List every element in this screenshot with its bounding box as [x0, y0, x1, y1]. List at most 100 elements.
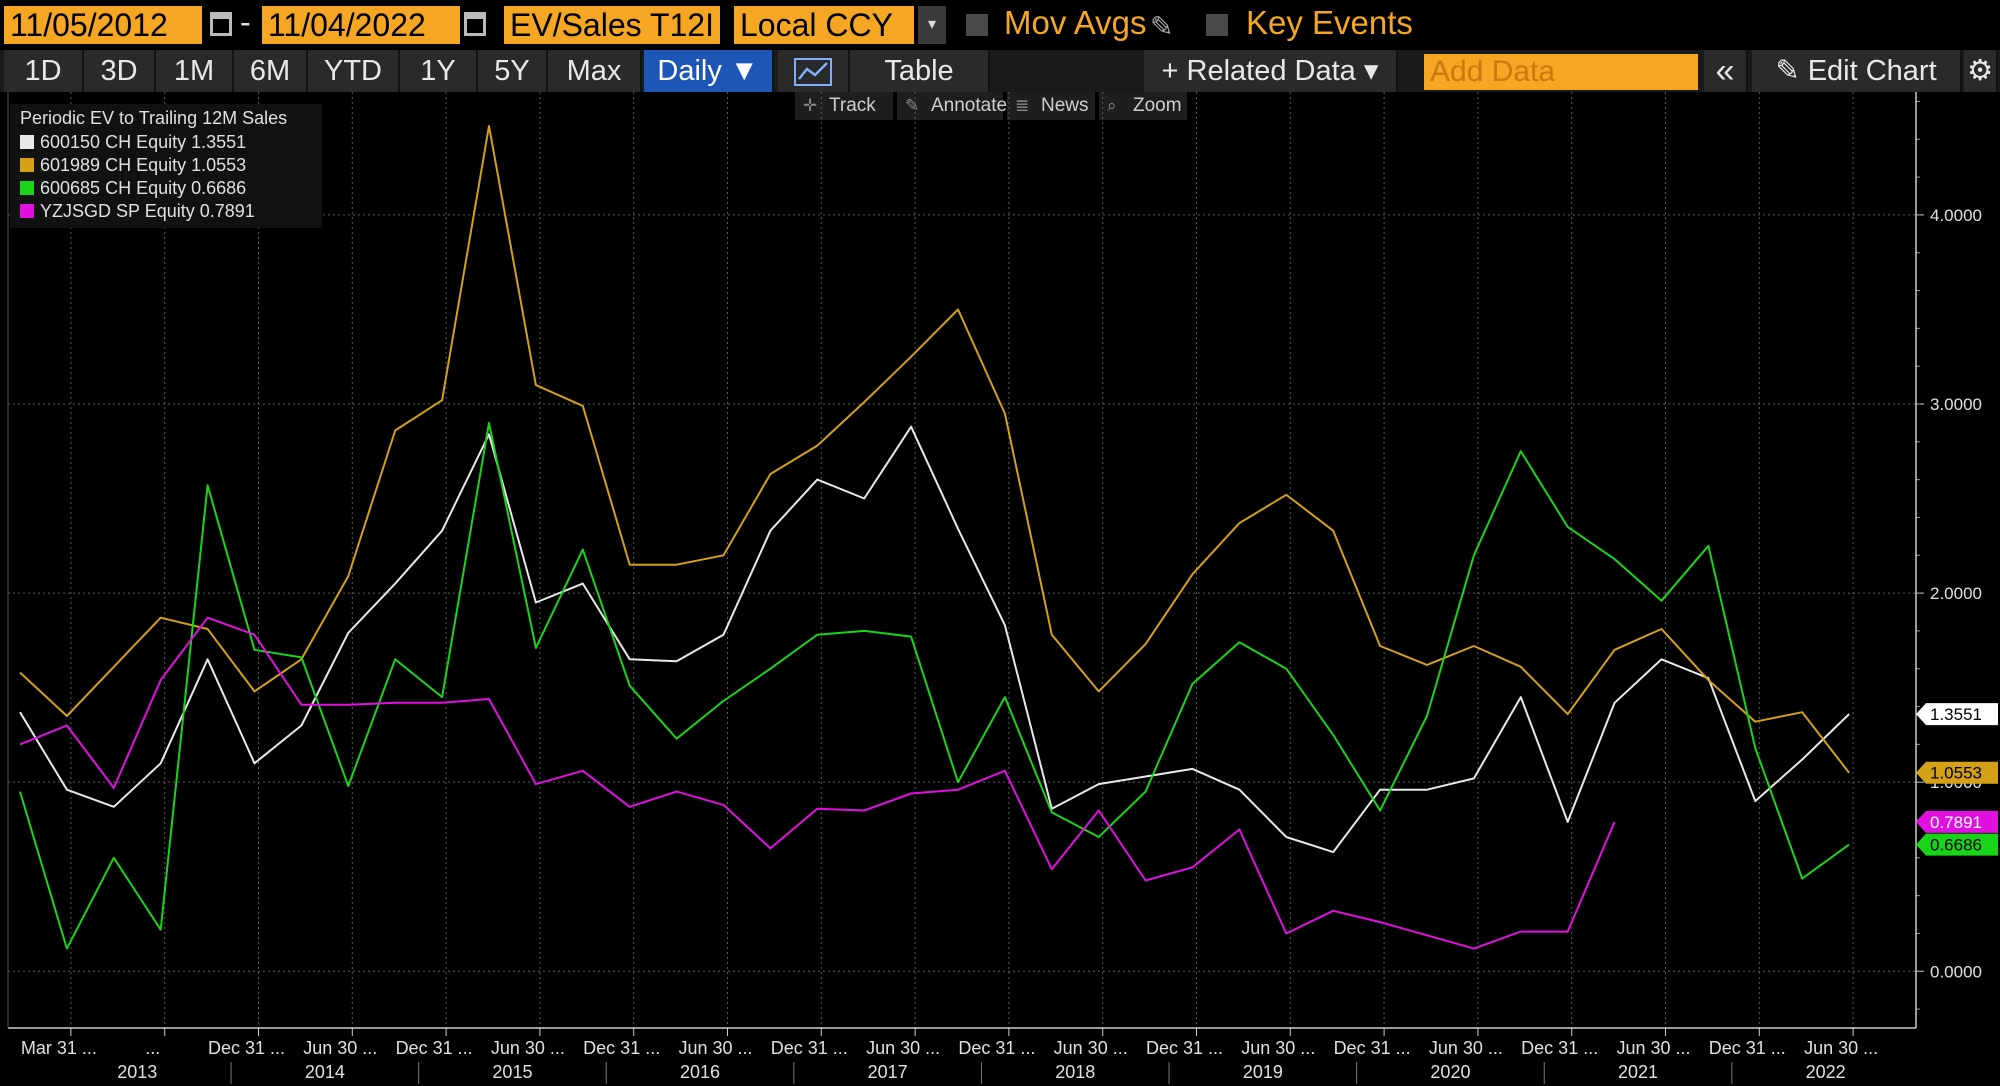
magnifier-icon: ⌕	[1107, 96, 1117, 115]
legend-name: 601989 CH Equity	[40, 155, 187, 175]
y-tick-label: 4.0000	[1930, 206, 1982, 225]
line-chart-icon[interactable]	[778, 50, 850, 92]
x-tick-label: Jun 30 ...	[678, 1038, 752, 1058]
x-tick-label: Jun 30 ...	[1616, 1038, 1690, 1058]
legend-swatch	[20, 181, 34, 195]
tag-label: 1.3551	[1930, 705, 1982, 724]
x-tick-label: ...	[145, 1038, 160, 1058]
currency-selector[interactable]: Local CCY	[734, 6, 914, 44]
legend-swatch	[20, 158, 34, 172]
edit-chart-button[interactable]: ✎ Edit Chart	[1752, 50, 1962, 92]
x-axis: Mar 31 ...... Dec 31 ... Jun 30 ... Dec 31 …	[7, 92, 1916, 1084]
x-tick-label: Jun 30 ...	[1804, 1038, 1878, 1058]
mov-avgs-checkbox[interactable]	[966, 14, 988, 36]
tag-shape	[1916, 761, 1998, 784]
period-1m-button[interactable]: 1M	[156, 50, 234, 92]
track-tool[interactable]: ✛ Track	[795, 92, 893, 120]
x-tick-label: Dec 31 ...	[958, 1038, 1035, 1058]
start-date-field[interactable]: 11/05/2012	[4, 6, 202, 44]
y-tick-label: 0.0000	[1930, 962, 1982, 981]
legend-entry-600685[interactable]: 600685 CH Equity 0.6686	[20, 178, 246, 200]
x-tick-label: Dec 31 ...	[208, 1038, 285, 1058]
x-tick-label: Dec 31 ...	[583, 1038, 660, 1058]
last-value-tag-3: 0.7891	[1916, 810, 1998, 833]
x-year-label: 2019	[1243, 1062, 1283, 1082]
table-button[interactable]: Table	[850, 50, 990, 92]
track-label: Track	[829, 95, 876, 116]
x-year-label: 2018	[1055, 1062, 1095, 1082]
frequency-dropdown[interactable]: Daily ▼	[644, 50, 774, 92]
x-tick-label: Jun 30 ...	[1241, 1038, 1315, 1058]
legend-name: 600685 CH Equity	[40, 178, 187, 198]
series-lines	[19, 125, 1850, 950]
legend-value: 1.0553	[191, 155, 247, 175]
legend-swatch	[20, 135, 34, 149]
x-tick-label: Dec 31 ...	[396, 1038, 473, 1058]
legend-name: 600150 CH Equity	[40, 132, 187, 152]
legend-value: 1.3551	[191, 132, 247, 152]
y-tick-label: 3.0000	[1930, 395, 1982, 414]
last-value-tag-1: 1.0553	[1916, 761, 1998, 784]
legend-entry-601989[interactable]: 601989 CH Equity 1.0553	[20, 155, 246, 177]
tag-shape	[1916, 703, 1998, 726]
chart-legend: Periodic EV to Trailing 12M Sales 600150…	[10, 104, 322, 228]
series-line-2	[19, 421, 1850, 950]
period-3d-button[interactable]: 3D	[84, 50, 156, 92]
x-year-label: 2021	[1618, 1062, 1658, 1082]
x-tick-label: Mar 31 ...	[21, 1038, 97, 1058]
end-date-field[interactable]: 11/04/2022	[262, 6, 460, 44]
last-value-tag-0: 1.3551	[1916, 703, 1998, 726]
currency-dropdown-icon[interactable]: ▾	[918, 6, 946, 44]
legend-swatch	[20, 204, 34, 218]
legend-value: 0.7891	[199, 201, 255, 221]
series-line-0	[19, 425, 1850, 854]
grid-lines	[8, 92, 1916, 1028]
period-6m-button[interactable]: 6M	[234, 50, 308, 92]
annotate-label: Annotate	[931, 95, 1008, 116]
period-toolbar: 1D 3D 1M 6M YTD 1Y 5Y Max Daily ▼ Table …	[0, 50, 2000, 92]
tag-label: 1.0553	[1930, 764, 1982, 783]
field-selector[interactable]: EV/Sales T12I	[504, 6, 720, 44]
period-ytd-button[interactable]: YTD	[308, 50, 400, 92]
x-tick-label: Jun 30 ...	[1429, 1038, 1503, 1058]
zoom-tool[interactable]: ⌕ Zoom	[1099, 92, 1187, 120]
period-5y-button[interactable]: 5Y	[478, 50, 548, 92]
top-toolbar: 11/05/2012 - 11/04/2022 EV/Sales T12I Lo…	[0, 0, 2000, 50]
related-data-button[interactable]: + Related Data ▾	[1144, 50, 1398, 92]
crosshair-icon: ✛	[803, 96, 818, 115]
y-tick-label: 2.0000	[1930, 584, 1982, 603]
tag-label: 0.7891	[1930, 813, 1982, 832]
tag-shape	[1916, 810, 1998, 833]
key-events-label[interactable]: Key Events	[1246, 4, 1413, 41]
collapse-icon[interactable]: «	[1704, 50, 1748, 92]
add-data-input[interactable]: Add Data	[1424, 54, 1698, 90]
period-max-button[interactable]: Max	[548, 50, 642, 92]
end-calendar-icon[interactable]	[464, 12, 486, 36]
zoom-label: Zoom	[1133, 95, 1182, 116]
news-tool[interactable]: ≣ News	[1007, 92, 1095, 120]
key-events-checkbox[interactable]	[1206, 14, 1228, 36]
x-year-label: 2020	[1430, 1062, 1470, 1082]
tag-label: 0.6686	[1930, 836, 1982, 855]
x-tick-label: Jun 30 ...	[303, 1038, 377, 1058]
x-year-label: 2014	[305, 1062, 345, 1082]
x-year-label: 2017	[868, 1062, 908, 1082]
legend-entry-yzjsgd[interactable]: YZJSGD SP Equity 0.7891	[20, 201, 255, 223]
legend-title: Periodic EV to Trailing 12M Sales	[20, 108, 288, 128]
settings-gear-icon[interactable]: ⚙	[1964, 50, 1998, 92]
period-1y-button[interactable]: 1Y	[400, 50, 478, 92]
x-tick-label: Jun 30 ...	[491, 1038, 565, 1058]
mov-avgs-label[interactable]: Mov Avgs	[1004, 4, 1147, 41]
news-icon: ≣	[1015, 96, 1030, 115]
legend-name: YZJSGD SP Equity	[40, 201, 195, 221]
legend-entry-600150[interactable]: 600150 CH Equity 1.3551	[20, 132, 246, 154]
x-tick-label: Jun 30 ...	[1054, 1038, 1128, 1058]
start-calendar-icon[interactable]	[210, 12, 232, 36]
series-line-1	[19, 125, 1850, 774]
pencil-icon[interactable]: ✎	[1150, 11, 1174, 42]
date-range-dash: -	[240, 4, 251, 40]
x-tick-label: Dec 31 ...	[1334, 1038, 1411, 1058]
period-1d-button[interactable]: 1D	[4, 50, 84, 92]
annotate-tool[interactable]: ✎ Annotate	[897, 92, 1007, 120]
